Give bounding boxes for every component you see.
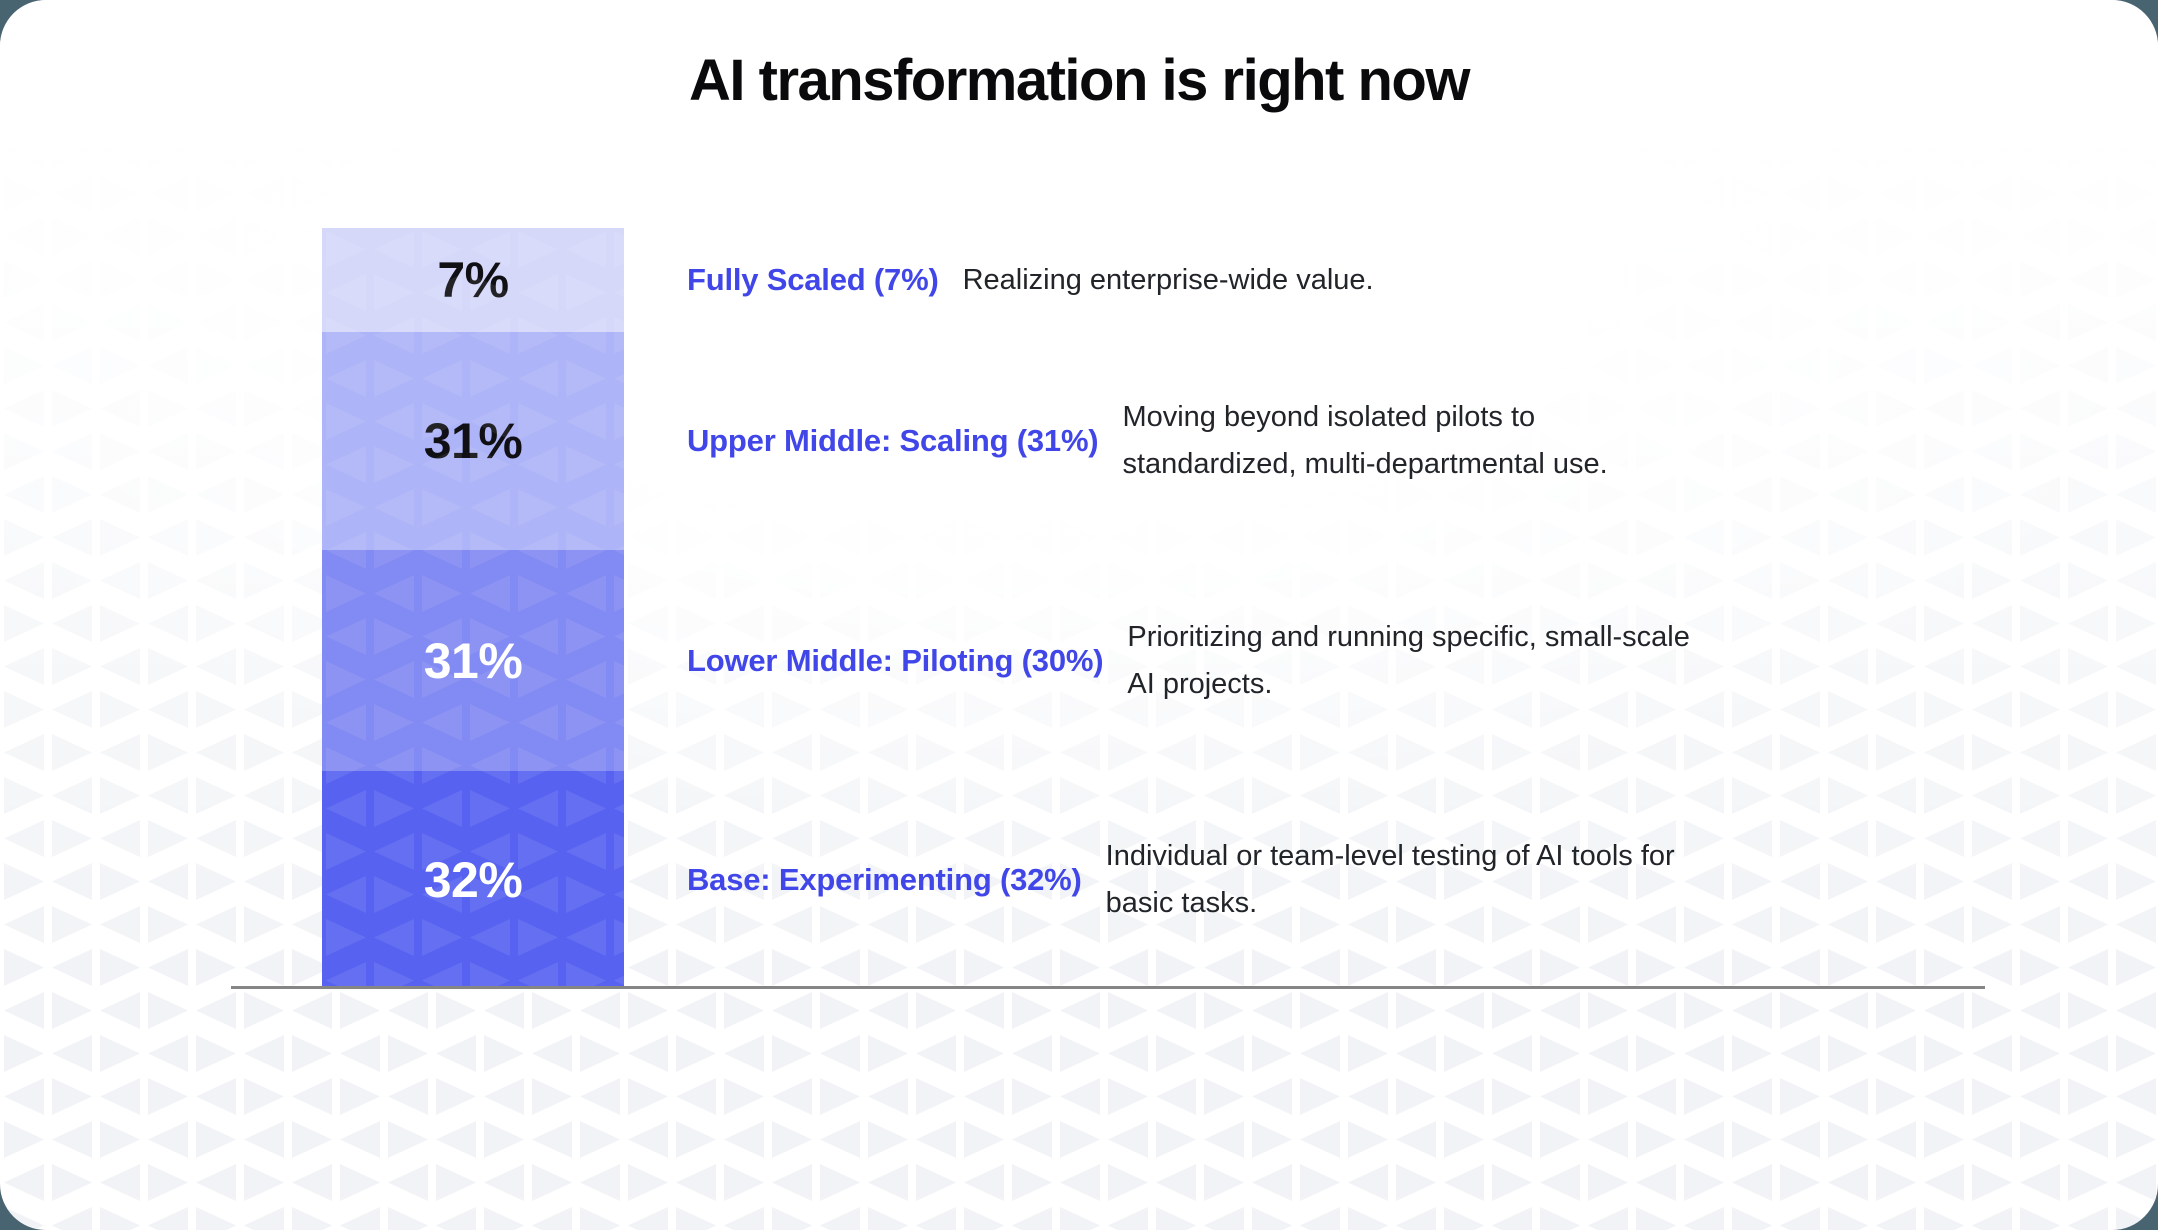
legend-label: Upper Middle: Scaling (31%) [687,423,1099,458]
legend-description: Moving beyond isolated pilots to standar… [1122,394,1607,488]
bar-segment-lower-middle: 31% [322,550,624,771]
legend-row-fully-scaled: Fully Scaled (7%) Realizing enterprise-w… [687,228,1374,332]
bar-segment-fully-scaled: 7% [322,228,624,332]
legend-label: Fully Scaled (7%) [687,262,939,297]
legend-description: Realizing enterprise-wide value. [963,257,1374,304]
legend-description-line: standardized, multi-departmental use. [1122,448,1608,480]
legend-row-upper-middle: Upper Middle: Scaling (31%) Moving beyon… [687,332,1608,550]
legend-label: Lower Middle: Piloting (30%) [687,642,1104,678]
legend-label: Base: Experimenting (32%) [687,861,1082,897]
legend-description-line: Moving beyond isolated pilots to [1122,401,1536,433]
bar-segment-base: 32% [322,771,624,988]
legend-description-line: Prioritizing and running specific, small… [1127,620,1690,653]
legend-description-line: Realizing enterprise-wide value. [962,263,1374,296]
legend-description-line: basic tasks. [1105,886,1258,919]
legend-description-line: Individual or team-level testing of AI t… [1105,839,1675,872]
stacked-bar: 7% 31% 31% 32% [322,228,624,988]
legend-row-base: Base: Experimenting (32%) Individual or … [687,771,1675,988]
page-title: AI transformation is right now [689,48,1470,113]
segment-percent-label: 31% [423,632,523,689]
legend-description-line: AI projects. [1127,667,1273,700]
bar-segment-upper-middle: 31% [322,332,624,550]
legend-row-lower-middle: Lower Middle: Piloting (30%) Prioritizin… [687,550,1690,771]
legend-description: Prioritizing and running specific, small… [1127,614,1690,708]
axis-baseline [231,986,1985,989]
legend-description: Individual or team-level testing of AI t… [1106,833,1675,927]
segment-percent-label: 7% [437,252,509,308]
segment-percent-label: 31% [423,413,523,469]
segment-percent-label: 32% [423,851,523,908]
